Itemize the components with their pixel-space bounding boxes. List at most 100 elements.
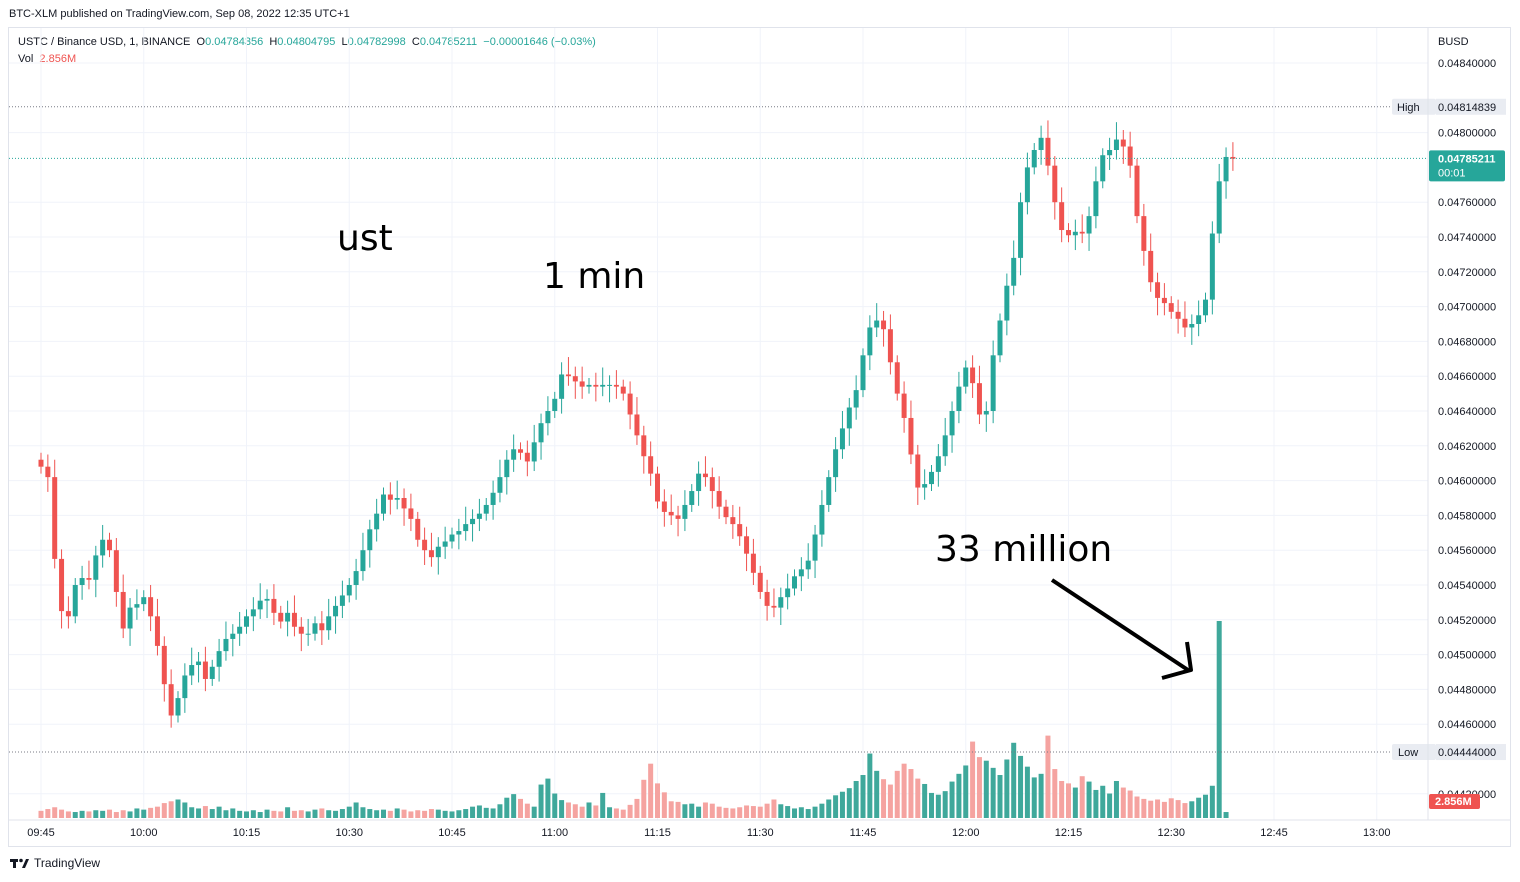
candle-body: [648, 456, 654, 474]
candle-body: [819, 504, 825, 535]
candle-body: [613, 384, 619, 387]
volume-bar: [476, 805, 482, 818]
candle-body: [1059, 202, 1065, 231]
candle-body: [812, 534, 818, 561]
y-tick-label: 0.04500000: [1438, 650, 1496, 662]
high-value-label: 0.04814839: [1438, 102, 1496, 114]
low-value: 0.04782998: [347, 36, 406, 48]
volume-bar: [504, 797, 510, 818]
candle-body: [120, 591, 126, 629]
candle-body: [189, 665, 195, 676]
volume-bar: [538, 784, 544, 818]
volume-bar: [853, 780, 859, 818]
volume-bar: [778, 804, 784, 818]
time-axis: 09:45 10:00 10:15 10:30 10:45 11:00 11:15 11:30…: [9, 28, 1510, 839]
volume-bar: [545, 778, 551, 818]
candle-body: [435, 546, 441, 558]
candle-body: [1134, 165, 1140, 217]
volume-bar: [394, 808, 400, 818]
candle-body: [408, 508, 414, 519]
candle-body: [1189, 324, 1195, 328]
candle-body: [935, 456, 941, 472]
volume-bar: [196, 808, 202, 818]
y-tick-label: 0.04600000: [1438, 476, 1496, 488]
tradingview-footer[interactable]: TradingView: [10, 856, 100, 870]
candle-body: [134, 604, 140, 608]
volume-bar: [1196, 797, 1202, 818]
volume-bar: [387, 810, 393, 818]
volume-bar: [1161, 801, 1167, 818]
y-tick-label: 0.04560000: [1438, 545, 1496, 557]
volume-bar: [333, 810, 339, 818]
candle-body: [161, 645, 167, 685]
candle-body: [826, 477, 832, 505]
y-tick-label: 0.04760000: [1438, 197, 1496, 209]
volume-bar: [107, 809, 112, 818]
candle-body: [230, 633, 236, 639]
candle-body: [1093, 181, 1099, 217]
candle-body: [483, 504, 489, 514]
candle-body: [38, 459, 44, 467]
volume-bar: [237, 810, 243, 818]
reference-lines: [9, 106, 1428, 753]
candle-body: [93, 555, 99, 580]
candle-body: [216, 651, 222, 667]
candle-body: [127, 607, 133, 629]
candle-body: [1196, 315, 1202, 324]
volume-bar: [887, 784, 893, 818]
volume-bar: [59, 809, 65, 818]
volume-bar: [1045, 735, 1051, 818]
candle-body: [148, 597, 154, 617]
candle-body: [422, 539, 428, 551]
candle-body: [264, 598, 270, 601]
volume-bar: [209, 809, 215, 818]
candle-body: [990, 355, 996, 411]
volume-bar: [668, 801, 674, 818]
volume-bar: [435, 809, 441, 818]
volume-bar: [915, 778, 921, 818]
candle-body: [723, 506, 729, 518]
volume-bar: [908, 769, 914, 818]
ohlc-legend: USTC / Binance USD, 1, BINANCE O0.047843…: [18, 36, 596, 48]
candles: [38, 120, 1236, 728]
candle-body: [86, 578, 92, 580]
candle-body: [428, 550, 434, 558]
volume-bar: [867, 753, 873, 818]
candle-body: [470, 518, 476, 525]
volume-bar: [86, 811, 92, 818]
high-label: H: [269, 36, 278, 48]
candle-body: [661, 501, 667, 512]
volume-bar: [65, 811, 71, 818]
low-badge-label: Low: [1398, 747, 1418, 759]
volume-bar: [298, 810, 304, 818]
volume-bar: [1216, 621, 1222, 818]
candle-body: [559, 374, 565, 399]
volume-bar: [812, 806, 818, 818]
volume-bar: [764, 803, 770, 818]
volume-bar: [716, 806, 722, 818]
volume-bar: [744, 805, 750, 818]
volume-bar: [1189, 801, 1195, 818]
volume-legend[interactable]: Vol 2.856M: [18, 53, 76, 65]
volume-bar: [901, 763, 907, 818]
volume-bar: [134, 808, 140, 818]
candle-body: [976, 383, 982, 415]
volume-bar: [785, 806, 791, 818]
candle-body: [1011, 257, 1017, 286]
volume-bar: [723, 807, 729, 818]
volume-bar: [833, 795, 839, 818]
candle-body: [586, 384, 592, 387]
candle-body: [45, 466, 51, 478]
countdown-label: 00:01: [1438, 167, 1466, 179]
candle-body: [1018, 202, 1024, 258]
volume-bar: [1175, 800, 1181, 818]
volume-bar: [1203, 794, 1208, 818]
volume-badge-label: 2.856M: [1435, 796, 1472, 808]
volume-bar: [470, 806, 476, 818]
candle-body: [908, 417, 914, 455]
x-tick-label: 12:00: [952, 827, 980, 839]
candle-body: [1148, 250, 1154, 283]
volume-bar: [353, 802, 359, 818]
symbol-label[interactable]: USTC / Binance USD, 1, BINANCE: [18, 36, 191, 48]
